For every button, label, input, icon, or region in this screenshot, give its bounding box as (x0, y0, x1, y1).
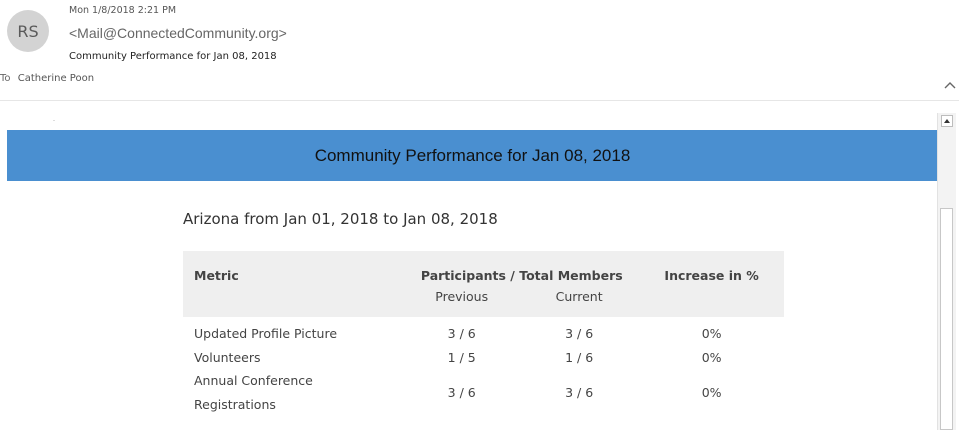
message-subject: Community Performance for Jan 08, 2018 (69, 51, 277, 62)
header-increase: Increase in % (664, 268, 759, 283)
header-previous: Previous (435, 289, 489, 304)
chevron-up-icon[interactable] (943, 77, 957, 91)
report-section-title: Arizona from Jan 01, 2018 to Jan 08, 201… (183, 210, 498, 228)
header-current: Current (555, 289, 603, 304)
header-participants: Participants / Total Members (420, 268, 623, 283)
metric-name: Updated Profile Picture (194, 325, 338, 341)
scrollbar-thumb[interactable] (940, 208, 953, 430)
vertical-scrollbar[interactable] (937, 113, 956, 430)
current-value: 3 / 6 (565, 385, 594, 400)
metrics-table: Metric Participants / Total Members Incr… (183, 251, 784, 417)
banner-title: Community Performance for Jan 08, 2018 (314, 145, 631, 165)
avatar-initials: RS (17, 21, 39, 41)
increase-value: 0% (701, 349, 722, 365)
table-header-row: Metric Participants / Total Members Incr… (183, 251, 784, 285)
table-row: Annual Conference Registrations 3 / 6 3 … (183, 369, 784, 417)
previous-value: 1 / 5 (447, 349, 476, 365)
table-subheader-row: Previous Current (183, 285, 784, 317)
table-row: Volunteers 1 / 5 1 / 6 0% (183, 345, 784, 369)
triangle-up-icon[interactable] (941, 115, 953, 127)
metric-name: Annual Conference Registrations (194, 373, 313, 412)
message-date: Mon 1/8/2018 2:21 PM (69, 5, 177, 16)
subheader-empty (183, 285, 404, 317)
current-value: 3 / 6 (565, 325, 594, 341)
table-row: Updated Profile Picture 3 / 6 3 / 6 0% (183, 317, 784, 345)
header-metric: Metric (194, 268, 239, 283)
recipients-line: To Catherine Poon (0, 73, 94, 84)
metric-name: Volunteers (194, 349, 261, 365)
sender-address[interactable]: <Mail@ConnectedCommunity.org> (69, 25, 287, 41)
previous-value: 3 / 6 (447, 325, 476, 341)
header-divider (0, 100, 959, 101)
report-banner: Community Performance for Jan 08, 2018 (7, 130, 938, 181)
increase-value: 0% (701, 385, 722, 400)
recipient-name[interactable]: Catherine Poon (17, 73, 95, 84)
spacer-mark (53, 120, 55, 121)
message-body: Community Performance for Jan 08, 2018 A… (0, 101, 938, 430)
avatar[interactable]: RS (7, 10, 49, 52)
subheader-empty (639, 285, 784, 317)
previous-value: 3 / 6 (447, 385, 476, 400)
increase-value: 0% (701, 325, 722, 341)
to-label: To (0, 73, 11, 84)
current-value: 1 / 6 (565, 349, 594, 365)
